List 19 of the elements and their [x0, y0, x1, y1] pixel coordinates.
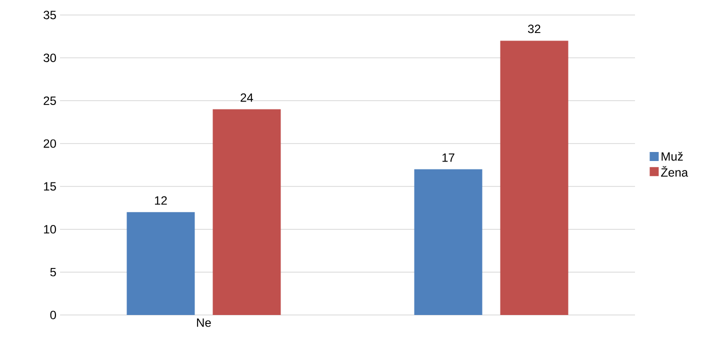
legend-label: Muž [662, 152, 683, 161]
y-tick-label: 25 [44, 96, 56, 105]
bar [126, 212, 195, 315]
y-tick-label: 10 [44, 225, 56, 234]
legend-label: Žena [661, 166, 688, 177]
y-tick-label: 20 [44, 139, 56, 148]
y-tick-label: 30 [44, 54, 56, 62]
y-tick-label: 0 [50, 310, 56, 320]
data-label: 32 [528, 24, 540, 34]
bar [500, 40, 568, 315]
y-tick-label: 15 [44, 182, 56, 191]
bar [212, 109, 281, 315]
y-tick-label: 35 [44, 10, 56, 20]
data-label: 24 [240, 93, 254, 102]
data-label: 17 [442, 153, 454, 162]
y-tick-label: 5 [50, 268, 56, 276]
bar [414, 169, 482, 315]
x-tick-label: Ne [197, 318, 211, 327]
data-label: 12 [154, 196, 167, 205]
